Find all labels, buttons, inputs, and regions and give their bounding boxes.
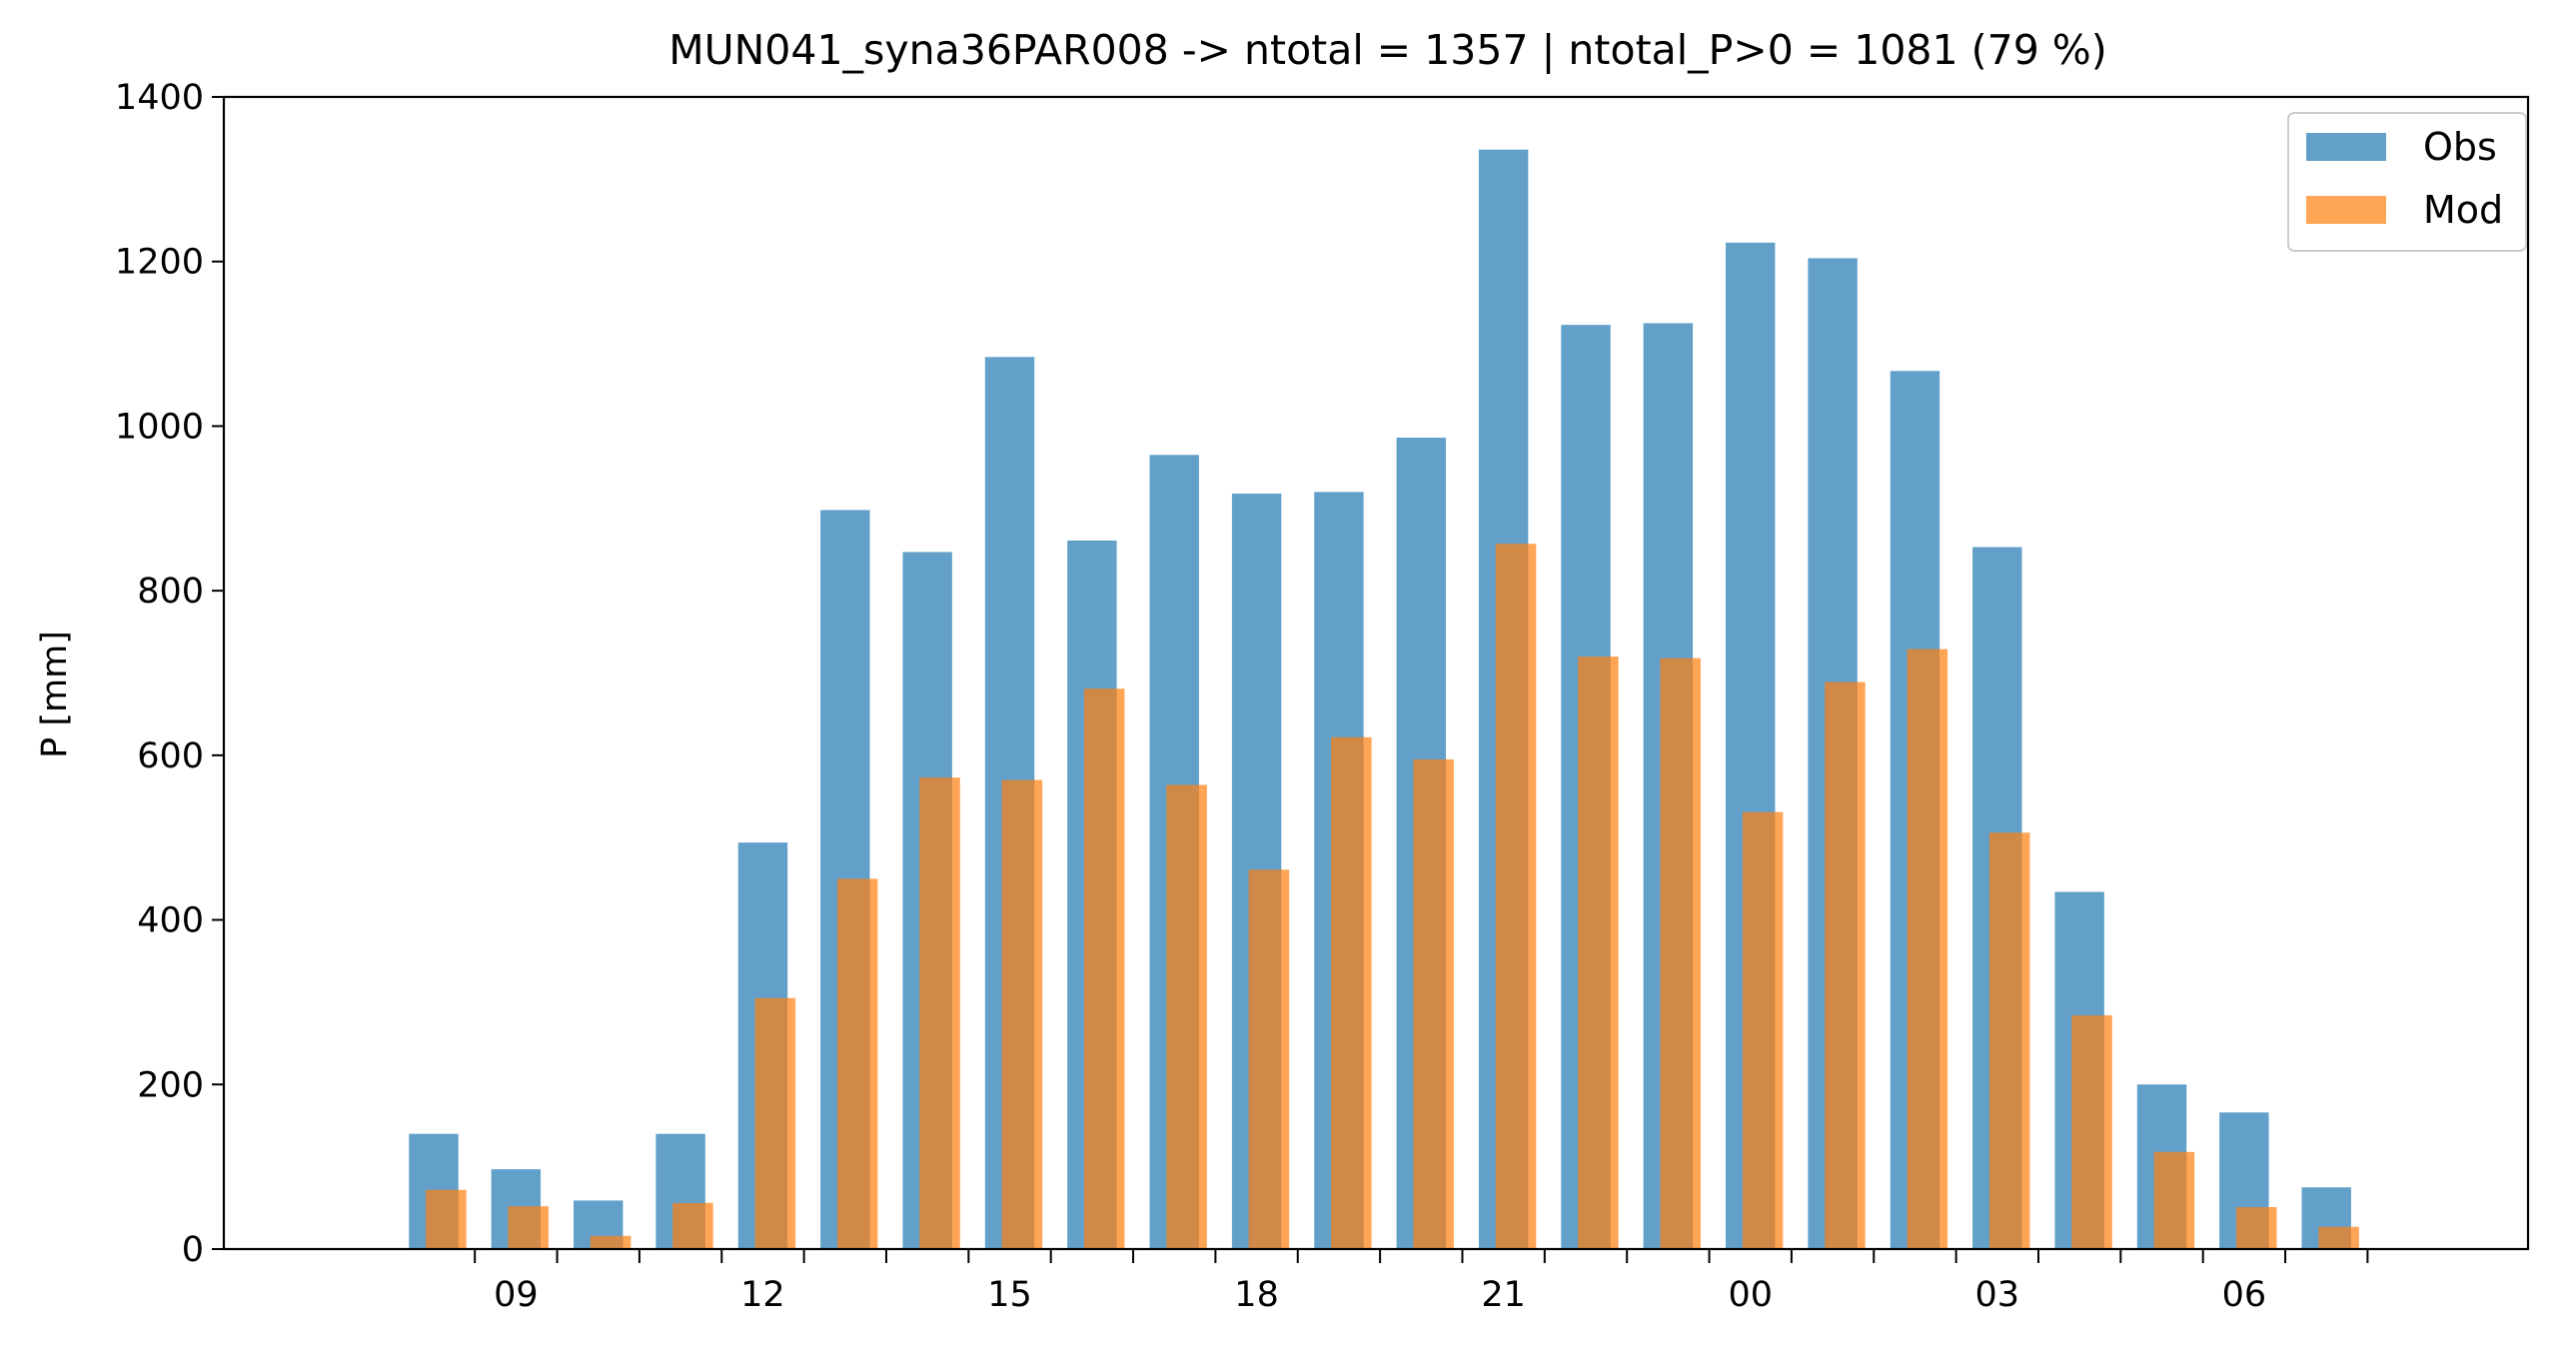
mod-bar-18 <box>1248 869 1290 1249</box>
y-tick-label-800: 800 <box>137 572 204 612</box>
y-tick-label-200: 200 <box>137 1065 204 1105</box>
mod-bar-11 <box>672 1202 713 1249</box>
chart-title: MUN041_syna36PAR008 -> ntotal = 1357 | n… <box>668 26 2107 74</box>
mod-bar-19 <box>1331 736 1372 1249</box>
legend-label-obs: Obs <box>2423 125 2497 169</box>
mod-bar-8 <box>426 1189 467 1249</box>
legend: Obs Mod <box>2287 112 2527 252</box>
mod-bar-10 <box>590 1235 632 1249</box>
mod-bar-28 <box>2071 1015 2112 1249</box>
x-tick-label-00: 00 <box>1728 1275 1773 1315</box>
mod-bar-25 <box>1825 681 1866 1249</box>
mod-bar-30 <box>2235 1206 2277 1249</box>
x-tick-label-12: 12 <box>740 1275 785 1315</box>
y-tick-label-1000: 1000 <box>115 407 204 447</box>
mod-bar-9 <box>508 1206 549 1249</box>
x-tick-label-06: 06 <box>2222 1275 2267 1315</box>
mod-bar-17 <box>1166 784 1207 1249</box>
mod-bar-24 <box>1742 811 1784 1249</box>
mod-bar-12 <box>754 997 796 1249</box>
axes-layer: 0 200 400 600 800 1000 1200 1400 09 12 15 18 21 00 03 0… <box>115 78 2530 1315</box>
mod-bar-22 <box>1578 657 1619 1249</box>
mod-bar-14 <box>919 777 960 1249</box>
mod-bar-23 <box>1660 658 1701 1249</box>
y-tick-label-0: 0 <box>182 1230 204 1270</box>
x-tick-label-09: 09 <box>494 1275 539 1315</box>
y-tick-label-1400: 1400 <box>115 78 204 118</box>
mod-bar-31 <box>2318 1226 2359 1249</box>
y-tick-label-400: 400 <box>137 901 204 941</box>
mod-bar-15 <box>1001 779 1043 1249</box>
mod-bar-20 <box>1413 758 1454 1249</box>
legend-label-mod: Mod <box>2423 188 2503 232</box>
x-tick-label-21: 21 <box>1481 1275 1526 1315</box>
y-tick-label-600: 600 <box>137 736 204 776</box>
mod-bar-16 <box>1083 688 1125 1249</box>
legend-swatch-obs <box>2306 133 2386 161</box>
bars-layer <box>409 149 2359 1250</box>
y-axis-label: P [mm] <box>35 631 75 758</box>
plot-frame <box>222 95 2530 1251</box>
mod-bar-29 <box>2153 1151 2195 1249</box>
mod-bar-21 <box>1495 544 1537 1249</box>
legend-swatch-mod <box>2306 196 2386 224</box>
mod-bar-26 <box>1907 649 1948 1249</box>
x-tick-label-18: 18 <box>1234 1275 1279 1315</box>
y-tick-label-1200: 1200 <box>115 243 204 283</box>
mod-bar-13 <box>836 878 878 1249</box>
x-tick-label-15: 15 <box>987 1275 1032 1315</box>
mod-bar-27 <box>1988 832 2030 1249</box>
x-tick-label-03: 03 <box>1975 1275 2020 1315</box>
